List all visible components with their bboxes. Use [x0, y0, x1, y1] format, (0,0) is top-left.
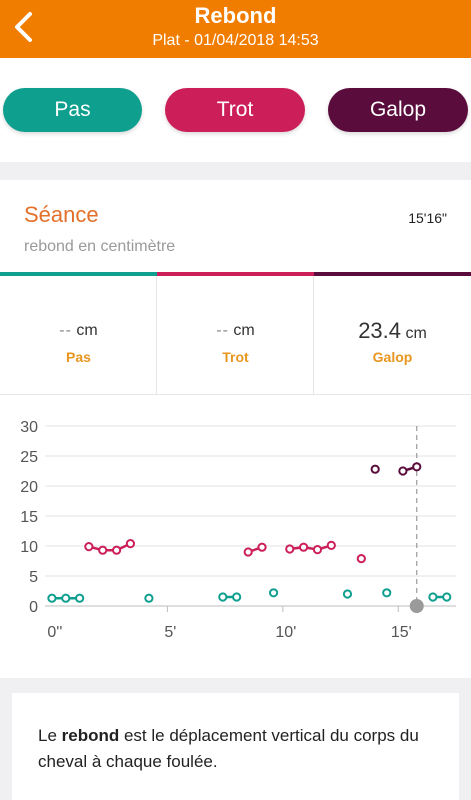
y-tick-label: 0 [29, 599, 38, 616]
y-tick-label: 25 [20, 449, 38, 466]
data-point-pas [268, 588, 279, 598]
x-tick-label: 5' [164, 624, 176, 641]
data-point-trot [312, 545, 323, 555]
data-point-pas [428, 592, 438, 602]
data-point-trot [98, 545, 108, 555]
data-point-trot [257, 542, 267, 552]
info-text: Le rebond est le déplacement vertical du… [38, 723, 438, 775]
divider [0, 394, 471, 395]
page-title: Rebond [194, 3, 277, 28]
x-tick-label: 10' [275, 624, 296, 641]
metric-label: Trot [222, 349, 249, 365]
divider [156, 276, 157, 394]
y-tick-label: 20 [20, 479, 38, 496]
x-tick-label: 0'' [47, 624, 62, 641]
strip-pas [0, 272, 157, 276]
y-tick-label: 15 [20, 509, 38, 526]
data-point-pas [144, 593, 154, 603]
gait-button-galop[interactable]: Galop [328, 88, 468, 132]
divider [313, 276, 314, 394]
metric-label: Pas [66, 349, 91, 365]
series-line-trot [88, 542, 131, 552]
page-subtitle: Plat - 01/04/2018 14:53 [152, 32, 319, 49]
metric-label: Galop [372, 349, 413, 365]
y-tick-label: 10 [20, 539, 38, 556]
data-point-trot [356, 554, 366, 564]
rebound-chart: 0 5 10 15 20 25 30 0'' 5' 10' 15' [20, 419, 456, 641]
session-card: Séance 15'16" rebond en centimètre -- cm… [0, 180, 471, 678]
data-point-galop [370, 464, 380, 474]
info-prefix: Le [38, 726, 62, 745]
data-point-pas [232, 592, 242, 602]
data-point-pas [382, 588, 392, 598]
data-point-pas [75, 593, 85, 603]
data-point-trot [299, 542, 309, 552]
metric-value: 23.4 [358, 318, 402, 343]
info-card: Le rebond est le déplacement vertical du… [12, 693, 459, 800]
data-point-trot [84, 542, 94, 552]
metric-unit: cm [405, 325, 427, 342]
data-point-trot [285, 544, 295, 554]
gait-selector: Pas Trot Galop [0, 58, 471, 162]
info-bold: rebond [61, 726, 120, 745]
header: Rebond Plat - 01/04/2018 14:53 [0, 0, 471, 58]
gait-button-trot[interactable]: Trot [165, 88, 305, 132]
metric-unit: cm [76, 322, 98, 339]
session-title: Séance [24, 202, 99, 227]
session-duration: 15'16" [408, 210, 447, 226]
data-point-trot [326, 540, 336, 550]
data-point-galop [412, 462, 422, 472]
metric-trot: -- cm Trot [157, 276, 314, 394]
metric-value: -- [216, 322, 229, 339]
gait-button-pas[interactable]: Pas [3, 88, 142, 132]
info-suffix: est le déplacement vertical du corps du … [38, 726, 419, 771]
data-point-trot [111, 545, 122, 555]
data-point-trot [243, 547, 253, 557]
chevron-left-icon[interactable] [10, 10, 40, 44]
data-point-pas [218, 592, 228, 602]
y-tick-label: 5 [29, 569, 38, 586]
data-point-pas [61, 593, 71, 603]
metric-value: -- [59, 322, 72, 339]
data-point-pas [47, 593, 57, 603]
y-tick-label: 30 [20, 419, 38, 436]
data-point-pas [342, 589, 353, 599]
metric-unit: cm [233, 322, 255, 339]
series-line-trot [289, 544, 332, 551]
strip-galop [314, 272, 471, 276]
session-subtitle: rebond en centimètre [24, 238, 176, 255]
data-point-trot [125, 539, 136, 549]
metric-pas: -- cm Pas [0, 276, 157, 394]
time-marker-handle[interactable] [409, 599, 424, 613]
x-tick-label: 15' [391, 624, 412, 641]
data-point-galop [398, 466, 408, 476]
data-point-pas [442, 592, 452, 602]
metric-galop: 23.4 cm Galop [314, 276, 471, 394]
strip-trot [157, 272, 314, 276]
